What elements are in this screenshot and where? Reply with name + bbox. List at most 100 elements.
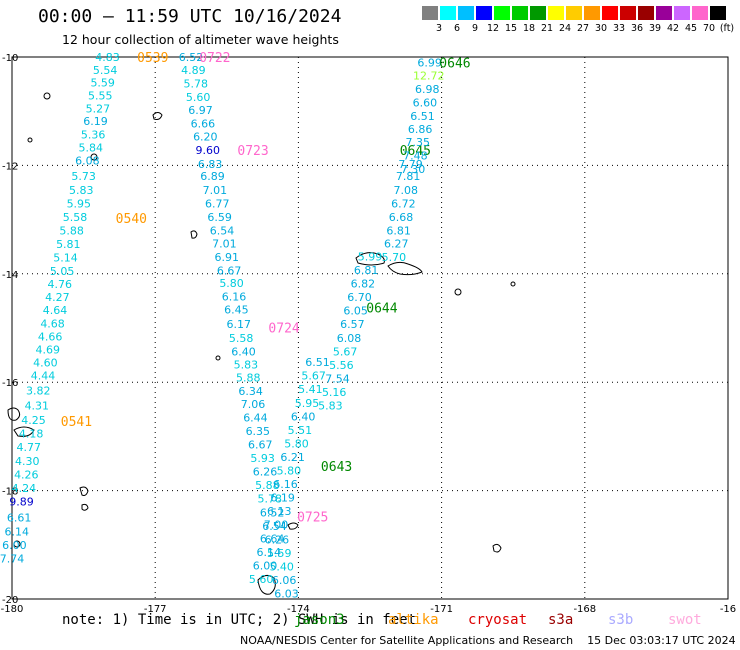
wave-height-label: 4.69	[36, 344, 61, 357]
wave-height-label: 5.88	[255, 479, 280, 492]
legend-note: note: 1) Time is in UTC; 2) SWH is in fe…	[62, 612, 417, 628]
wave-height-label: 6.77	[205, 197, 230, 210]
wave-height-label: 6.34	[238, 385, 263, 398]
colorbar-label: 3	[435, 23, 443, 34]
legend-satellite: s3b	[608, 612, 634, 628]
colorbar-label: 6	[453, 23, 461, 34]
colorbar-swatch	[548, 6, 564, 20]
wave-height-label: 6.51	[305, 356, 330, 369]
wave-height-label: 5.56	[329, 359, 354, 372]
colorbar-swatch	[494, 6, 510, 20]
wave-height-label: 7.01	[212, 237, 237, 250]
legend-satellite: swot	[668, 612, 702, 628]
wave-height-label: 5.67	[301, 370, 326, 383]
x-tick-label: -180	[1, 604, 24, 615]
island-tutuila	[387, 261, 423, 276]
island-niue	[492, 543, 502, 553]
wave-height-label: 6.54	[262, 520, 287, 533]
wave-height-label: 4.18	[19, 428, 44, 441]
colorbar-swatch	[620, 6, 636, 20]
wave-height-label: 6.03	[274, 588, 299, 601]
wave-height-label: 7.30	[401, 163, 426, 176]
legend-satellite: cryosat	[468, 612, 528, 628]
wave-height-label: 5.95	[67, 197, 92, 210]
pass-time-label: 0643	[321, 460, 352, 475]
pass-time-label: 0723	[237, 144, 268, 159]
wave-height-label: 5.60	[186, 91, 211, 104]
wave-height-label: 4.83	[95, 51, 120, 64]
wave-height-label: 5.83	[318, 400, 343, 413]
wave-height-label: 4.89	[181, 64, 206, 77]
wave-height-label: 4.31	[25, 400, 50, 413]
island-tonga	[257, 522, 299, 595]
wave-height-label: 6.16	[273, 478, 298, 491]
wave-height-label: 6.45	[224, 304, 249, 317]
colorbar-swatch	[692, 6, 708, 20]
map-frame	[11, 56, 729, 600]
wave-height-label: 4.25	[21, 414, 46, 427]
wave-height-label: 6.67	[248, 439, 273, 452]
colorbar-swatch	[422, 6, 438, 20]
wave-height-label: 4.66	[38, 331, 63, 344]
island-dot-4	[454, 288, 462, 296]
colorbar-label: 24	[558, 23, 572, 34]
colorbar-swatch	[458, 6, 474, 20]
colorbar-label: 36	[630, 23, 644, 34]
wave-height-label: 5.55	[88, 89, 113, 102]
island-dot-6	[27, 137, 33, 143]
wave-height-label: 7.74	[0, 552, 24, 565]
legend-satellite: altika	[388, 612, 439, 628]
wave-height-label: 6.52	[260, 506, 285, 519]
y-tick-label: -16	[2, 378, 18, 389]
wave-height-label: 5.58	[229, 332, 254, 345]
wave-height-label: 5.78	[184, 78, 209, 91]
wave-height-label: 5.36	[81, 129, 106, 142]
credit-line: NOAA/NESDIS Center for Satellite Applica…	[240, 634, 736, 647]
wave-height-label: 5.54	[93, 64, 118, 77]
wave-height-label: 5.78	[258, 493, 283, 506]
wave-height-label: 6.40	[231, 345, 256, 358]
wave-height-label: 5.70	[382, 251, 407, 264]
wave-height-label: 7.79	[398, 158, 423, 171]
colorbar-label: 15	[504, 23, 518, 34]
wave-height-label: 6.05	[343, 305, 368, 318]
wave-height-label: 6.60	[413, 97, 438, 110]
colorbar-label: 9	[471, 23, 479, 34]
wave-height-label: 5.41	[298, 383, 323, 396]
island-lau	[79, 486, 89, 511]
wave-height-label: 5.84	[79, 142, 104, 155]
wave-height-label: 6.64	[260, 532, 285, 545]
y-tick-label: -20	[2, 595, 18, 606]
wave-height-label: 6.83	[198, 158, 223, 171]
wave-height-label: 5.99	[358, 250, 383, 263]
wave-height-label: 4.27	[45, 291, 70, 304]
wave-height-label: 6.89	[200, 170, 225, 183]
colorbar-label: 30	[594, 23, 608, 34]
wave-height-label: 5.59	[267, 547, 292, 560]
wave-height-label: 7.00	[264, 519, 289, 532]
wave-height-label: 7.48	[403, 150, 428, 163]
wave-height-label: 6.08	[337, 332, 362, 345]
wave-height-label: 6.72	[391, 197, 416, 210]
wave-height-label: 4.60	[33, 357, 58, 370]
axis-tick-labels: -180 -177 -174 -171 -168 -16 -10 -12 -14 -16 -18 -2…	[1, 53, 737, 615]
wave-height-label: 5.93	[250, 452, 275, 465]
wave-height-label: 6.21	[280, 451, 305, 464]
pass-time-label: 0540	[116, 212, 147, 227]
colorbar-swatch	[440, 6, 456, 20]
wave-height-label: 6.97	[188, 104, 213, 117]
altimeter-passes: 4.835.545.595.555.276.195.365.846.080539…	[0, 51, 471, 601]
wave-height-label: 4.26	[14, 468, 39, 481]
island-dot-2	[90, 153, 98, 161]
grid-lines	[12, 57, 728, 599]
colorbar-label: 39	[648, 23, 662, 34]
colorbar-label: 45	[684, 23, 698, 34]
colorbar-swatch	[512, 6, 528, 20]
wave-height-label: 6.08	[75, 155, 100, 168]
island-rotuma	[152, 112, 163, 120]
wave-height-label: 5.14	[53, 252, 78, 265]
wave-height-label: 5.05	[50, 265, 75, 278]
wave-height-label: 5.27	[86, 102, 111, 115]
island-dot-1	[43, 92, 51, 100]
